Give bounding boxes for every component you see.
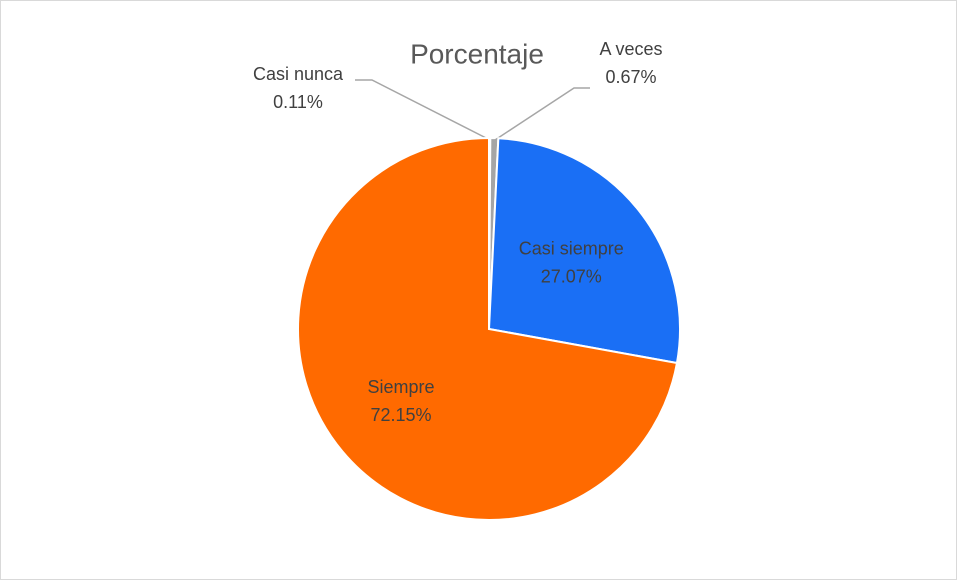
leader-line bbox=[355, 79, 491, 141]
data-label-name: A veces bbox=[599, 39, 662, 59]
data-label-value: 72.15% bbox=[371, 405, 432, 425]
data-label-name: Casi nunca bbox=[253, 64, 344, 84]
data-label-name: Casi siempre bbox=[519, 238, 624, 258]
data-label-value: 0.67% bbox=[605, 67, 656, 87]
chart-title: Porcentaje bbox=[410, 38, 544, 69]
pie-slice bbox=[487, 137, 681, 365]
data-label-value: 27.07% bbox=[541, 266, 602, 286]
data-label-name: Siempre bbox=[368, 377, 435, 397]
data-label-value: 0.11% bbox=[273, 92, 323, 112]
leader-line bbox=[494, 87, 590, 141]
pie-slice bbox=[297, 136, 679, 521]
